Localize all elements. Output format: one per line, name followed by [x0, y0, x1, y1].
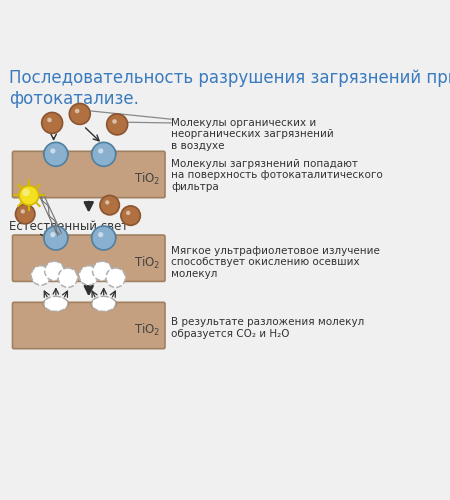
- Ellipse shape: [43, 298, 68, 310]
- Circle shape: [92, 142, 116, 167]
- Text: Молекулы загрязнений попадают
на поверхность фотокаталитического
фильтра: Молекулы загрязнений попадают на поверхн…: [171, 159, 383, 192]
- Circle shape: [112, 119, 117, 124]
- Circle shape: [105, 200, 109, 204]
- Circle shape: [98, 232, 104, 237]
- Circle shape: [93, 261, 112, 280]
- Ellipse shape: [91, 146, 117, 159]
- Circle shape: [79, 266, 99, 285]
- Text: Мягкое ультрафиолетовое излучение
способствует окислению осевших
молекул: Мягкое ультрафиолетовое излучение способ…: [171, 246, 380, 278]
- Text: TiO$_2$: TiO$_2$: [134, 171, 160, 187]
- FancyBboxPatch shape: [13, 152, 165, 198]
- Circle shape: [44, 142, 68, 167]
- Circle shape: [100, 196, 119, 215]
- Ellipse shape: [91, 298, 117, 310]
- Circle shape: [126, 211, 130, 215]
- Circle shape: [31, 266, 50, 285]
- Circle shape: [69, 104, 90, 124]
- Ellipse shape: [92, 296, 116, 312]
- Circle shape: [106, 268, 126, 287]
- Circle shape: [75, 108, 80, 114]
- Circle shape: [22, 188, 30, 196]
- Circle shape: [15, 204, 35, 224]
- FancyBboxPatch shape: [13, 302, 165, 348]
- Text: Последовательность разрушения загрязнений при
фотокатализе.: Последовательность разрушения загрязнени…: [9, 69, 450, 108]
- Text: Естественный свет: Естественный свет: [9, 220, 128, 233]
- Text: Молекулы органических и
неорганических загрязнений
в воздухе: Молекулы органических и неорганических з…: [171, 118, 334, 151]
- Circle shape: [47, 118, 52, 122]
- Ellipse shape: [91, 230, 117, 243]
- Circle shape: [121, 206, 140, 226]
- Circle shape: [44, 226, 68, 250]
- Text: TiO$_2$: TiO$_2$: [134, 255, 160, 271]
- Circle shape: [107, 114, 128, 135]
- Circle shape: [45, 261, 64, 280]
- Circle shape: [58, 268, 77, 287]
- Circle shape: [42, 112, 63, 134]
- Circle shape: [21, 210, 25, 214]
- Circle shape: [19, 186, 39, 205]
- Ellipse shape: [44, 296, 68, 312]
- FancyBboxPatch shape: [13, 235, 165, 282]
- Circle shape: [98, 148, 104, 154]
- Text: В результате разложения молекул
образуется CO₂ и H₂O: В результате разложения молекул образует…: [171, 318, 364, 339]
- Ellipse shape: [43, 146, 68, 159]
- Circle shape: [50, 148, 55, 154]
- Text: TiO$_2$: TiO$_2$: [134, 322, 160, 338]
- Ellipse shape: [43, 230, 68, 243]
- Circle shape: [50, 232, 55, 237]
- Circle shape: [92, 226, 116, 250]
